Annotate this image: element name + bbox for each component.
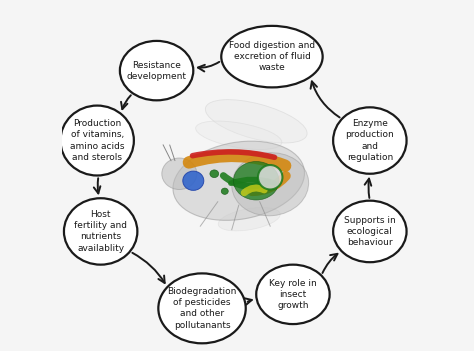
Ellipse shape — [196, 121, 282, 150]
Ellipse shape — [258, 165, 283, 190]
Ellipse shape — [183, 171, 204, 190]
Ellipse shape — [221, 188, 228, 194]
Text: Supports in
ecological
behaviour: Supports in ecological behaviour — [344, 216, 396, 247]
Text: Biodegradation
of pesticides
and other
pollutanants: Biodegradation of pesticides and other p… — [167, 287, 237, 330]
Text: Enzyme
production
and
regulation: Enzyme production and regulation — [346, 119, 394, 162]
FancyArrowPatch shape — [231, 179, 274, 183]
Text: Production
of vitamins,
amino acids
and sterols: Production of vitamins, amino acids and … — [70, 119, 124, 162]
FancyArrowPatch shape — [192, 152, 274, 157]
Text: Resistance
development: Resistance development — [127, 61, 187, 81]
Ellipse shape — [64, 198, 137, 265]
Ellipse shape — [333, 201, 407, 262]
Ellipse shape — [210, 170, 219, 178]
FancyArrowPatch shape — [223, 176, 268, 186]
Ellipse shape — [158, 273, 246, 343]
FancyArrowPatch shape — [189, 156, 285, 166]
Ellipse shape — [162, 158, 197, 190]
Ellipse shape — [333, 107, 407, 174]
FancyArrowPatch shape — [244, 188, 264, 193]
FancyArrowPatch shape — [252, 176, 286, 191]
Ellipse shape — [205, 100, 307, 143]
Ellipse shape — [218, 207, 280, 231]
Ellipse shape — [61, 106, 134, 176]
Ellipse shape — [234, 161, 279, 200]
Ellipse shape — [221, 26, 323, 87]
Ellipse shape — [256, 265, 329, 324]
Ellipse shape — [173, 141, 304, 220]
Ellipse shape — [232, 153, 309, 216]
Text: Key role in
insect
growth: Key role in insect growth — [269, 279, 317, 310]
Text: Food digestion and
excretion of fluid
waste: Food digestion and excretion of fluid wa… — [229, 41, 315, 72]
Ellipse shape — [120, 41, 193, 100]
Text: Host
fertility and
nutrients
availablity: Host fertility and nutrients availablity — [74, 210, 127, 253]
